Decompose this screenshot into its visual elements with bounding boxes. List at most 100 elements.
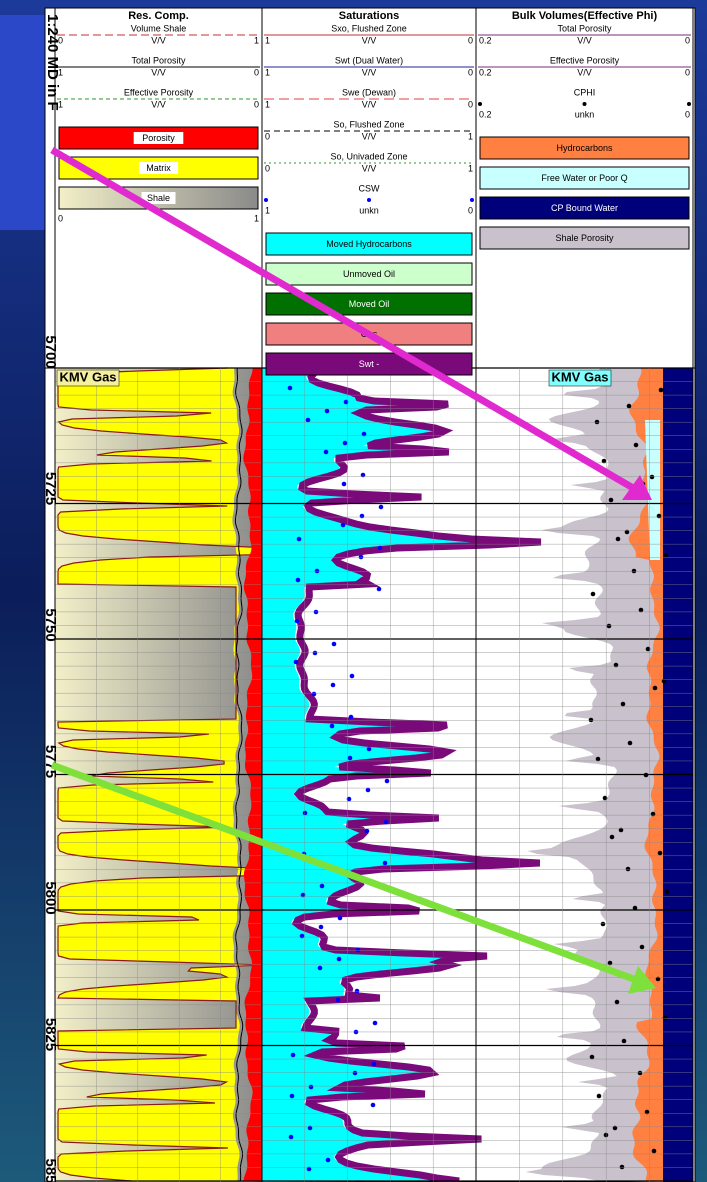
csw-dot bbox=[294, 660, 299, 665]
csw-dot bbox=[384, 820, 389, 825]
cphi-dot bbox=[628, 741, 633, 746]
csw-dot bbox=[361, 473, 366, 478]
scale-unit: V/V bbox=[362, 99, 377, 109]
csw-dot bbox=[303, 811, 308, 816]
csw-dot bbox=[288, 386, 293, 391]
track-title: Saturations bbox=[339, 10, 400, 22]
depth-label: 5825 bbox=[42, 1018, 59, 1051]
cphi-dot bbox=[650, 475, 655, 480]
cphi-dot bbox=[659, 388, 664, 393]
fill-label: Unmoved Oil bbox=[343, 269, 395, 279]
page: {"scale_label": "1:240 MD in F", "depth_… bbox=[0, 0, 707, 1182]
curve-name: Total Porosity bbox=[131, 55, 186, 65]
curve-name: So, Univaded Zone bbox=[330, 151, 407, 161]
csw-dot bbox=[338, 916, 343, 921]
csw-dot bbox=[350, 674, 355, 679]
fill-label: Shale bbox=[147, 193, 170, 203]
scale-unit: V/V bbox=[362, 131, 377, 141]
scale-unit: V/V bbox=[151, 67, 166, 77]
cphi-dot bbox=[620, 1165, 625, 1170]
csw-dot bbox=[313, 651, 318, 656]
cphi-dot bbox=[663, 1016, 668, 1021]
cphi-dot bbox=[601, 922, 606, 927]
curve-symbol bbox=[687, 102, 691, 106]
csw-dot bbox=[309, 1085, 314, 1090]
csw-dot bbox=[359, 555, 364, 560]
cphi-dot bbox=[607, 624, 612, 629]
scale-unit: V/V bbox=[362, 35, 377, 45]
csw-dot bbox=[326, 1158, 331, 1163]
cphi-dot bbox=[639, 608, 644, 613]
cphi-dot bbox=[603, 796, 608, 801]
csw-dot bbox=[385, 779, 390, 784]
csw-dot bbox=[366, 788, 371, 793]
badge: KMV Gas bbox=[551, 369, 608, 384]
csw-dot bbox=[379, 505, 384, 510]
fill-label: Swt - bbox=[359, 359, 380, 369]
csw-dot bbox=[360, 514, 365, 519]
fill-label: Matrix bbox=[146, 163, 171, 173]
scale-unit: unkn bbox=[359, 205, 379, 215]
csw-dot bbox=[371, 1103, 376, 1108]
cphi-dot bbox=[596, 757, 601, 762]
cphi-dot bbox=[625, 530, 630, 535]
scale-unit: V/V bbox=[362, 67, 377, 77]
csw-dot bbox=[383, 861, 388, 866]
depth-label: 5725 bbox=[42, 472, 59, 505]
cphi-dot bbox=[622, 1039, 627, 1044]
scale-left: 0 bbox=[265, 131, 270, 141]
curve-name: Total Porosity bbox=[557, 23, 612, 33]
fill-label: Porosity bbox=[142, 133, 175, 143]
csw-dot bbox=[331, 683, 336, 688]
scale-right: 1 bbox=[254, 213, 259, 223]
scale-right: 0 bbox=[468, 35, 473, 45]
curve-name: Sxo, Flushed Zone bbox=[331, 23, 407, 33]
cphi-dot bbox=[608, 961, 613, 966]
scale-left: 0 bbox=[58, 213, 63, 223]
scale-left: 1 bbox=[265, 205, 270, 215]
csw-dot bbox=[342, 482, 347, 487]
well-log: 1:240 MD in F 57005725575057755800582558… bbox=[0, 0, 707, 1182]
cphi-dot bbox=[640, 945, 645, 950]
csw-dot bbox=[377, 587, 382, 592]
scale-left: 1 bbox=[58, 67, 63, 77]
cphi-dot bbox=[634, 443, 639, 448]
csw-dot bbox=[365, 829, 370, 834]
scale-right: 0 bbox=[685, 109, 690, 119]
cphi-dot bbox=[597, 1094, 602, 1099]
cphi-dot bbox=[591, 592, 596, 597]
csw-dot bbox=[373, 1021, 378, 1026]
scale-right: 0 bbox=[685, 35, 690, 45]
csw-dot bbox=[291, 1053, 296, 1058]
cphi-dot bbox=[616, 537, 621, 542]
cphi-dot bbox=[651, 812, 656, 817]
csw-dot bbox=[324, 450, 329, 455]
scale-unit: V/V bbox=[577, 35, 592, 45]
csw-dot bbox=[337, 957, 342, 962]
csw-dot bbox=[372, 1062, 377, 1067]
cphi-dot bbox=[652, 1149, 657, 1154]
scale-right: 1 bbox=[468, 131, 473, 141]
depth-label: 5800 bbox=[42, 881, 59, 914]
depth-label: 5750 bbox=[42, 608, 59, 641]
csw-dot bbox=[318, 966, 323, 971]
scale-unit: unkn bbox=[575, 109, 595, 119]
scale-unit: V/V bbox=[151, 99, 166, 109]
curve-symbol bbox=[264, 198, 268, 202]
curve-name: Effective Porosity bbox=[124, 87, 194, 97]
track-title: Res. Comp. bbox=[128, 10, 189, 22]
csw-dot bbox=[355, 989, 360, 994]
csw-dot bbox=[347, 797, 352, 802]
scale-right: 0 bbox=[468, 205, 473, 215]
curve-name: Volume Shale bbox=[131, 23, 187, 33]
scale-left: 1 bbox=[265, 35, 270, 45]
scale-left: 0 bbox=[265, 163, 270, 173]
csw-dot bbox=[319, 925, 324, 930]
curve-name: Effective Porosity bbox=[550, 55, 620, 65]
title-box bbox=[0, 15, 47, 230]
cphi-dot bbox=[657, 514, 662, 519]
cphi-dot bbox=[619, 828, 624, 833]
fill-label: Moved Hydrocarbons bbox=[326, 239, 412, 249]
cphi-dot bbox=[621, 702, 626, 707]
cphi-dot bbox=[662, 679, 667, 684]
